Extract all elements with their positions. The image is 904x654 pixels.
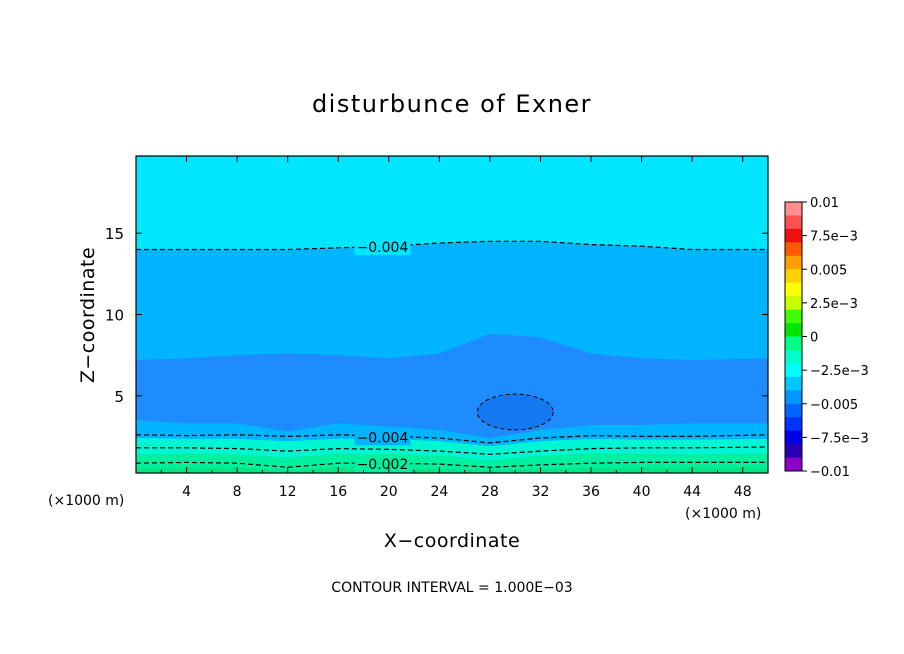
- contour-label-bg: [354, 237, 411, 256]
- chart-title: disturbunce of Exner: [312, 90, 592, 118]
- x-axis-ticks: 4 8 12 16 20 24 28 32 36 40 44 48: [160, 156, 752, 500]
- y-tick-label: 10: [105, 307, 124, 325]
- contour-line: [135, 434, 769, 444]
- fill-band-minus-0.001: [136, 467, 768, 473]
- colorbar-swatch: [785, 282, 802, 297]
- x-tick-label: 32: [532, 484, 550, 500]
- contour-label: −0.004: [357, 240, 409, 256]
- colorbar-label: 0.01: [810, 196, 839, 211]
- colorbar-swatch: [785, 215, 802, 230]
- contour-line: [136, 446, 769, 455]
- contour-label-bg: [354, 427, 411, 446]
- fill-band-minus-0.003: [136, 438, 768, 461]
- colorbar-label: 0: [810, 331, 818, 346]
- colorbar-swatch: [785, 296, 802, 311]
- colorbar-swatch: [785, 444, 802, 459]
- colorbar-label: 7.5e−3: [810, 230, 858, 245]
- contour-label-bg: [354, 454, 411, 473]
- x-tick-label: 40: [633, 484, 651, 500]
- colorbar-label: −0.005: [810, 398, 858, 413]
- colorbar-swatch: [785, 202, 802, 216]
- colorbar-label: −7.5e−3: [810, 431, 869, 446]
- colorbar-swatch: [785, 255, 802, 270]
- x-tick-label: 12: [279, 484, 297, 500]
- contour-interval-note: CONTOUR INTERVAL = 1.000E−03: [331, 580, 572, 596]
- colorbar-swatch: [785, 376, 802, 391]
- x-tick-label: 16: [329, 484, 347, 500]
- y-tick-label: 5: [114, 388, 124, 406]
- colorbar-label: −0.01: [810, 465, 850, 480]
- contour-line: [136, 240, 768, 251]
- contour-line: [135, 461, 768, 468]
- colorbar-swatch: [785, 228, 802, 243]
- fill-band-minus-0.002: [136, 453, 768, 470]
- colorbar-label: −2.5e−3: [810, 364, 869, 379]
- x-tick-label: 20: [380, 484, 398, 500]
- colorbar-swatch: [785, 336, 802, 351]
- contour-label: −0.004: [357, 430, 409, 446]
- colorbar-swatch: [785, 403, 802, 418]
- colorbar-label: 0.005: [810, 263, 847, 278]
- x-tick-label: 28: [481, 484, 499, 500]
- colorbar-swatch: [785, 242, 802, 257]
- x-tick-label: 48: [734, 484, 752, 500]
- x-tick-label: 8: [233, 484, 242, 500]
- x-unit-left: (×1000 m): [48, 493, 124, 509]
- y-axis-label: Z−coordinate: [77, 247, 99, 383]
- colorbar-swatch: [785, 309, 802, 324]
- colorbar: 0.01 7.5e−3 0.005 2.5e−3 0 −2.5e−3 −0.005 −7.5e…: [784, 196, 869, 480]
- fill-band-minus-0.005: [136, 334, 768, 438]
- contour-ellipse-minus-0.006: [476, 393, 554, 431]
- plot-area: −0.004 −0.004 −0.002: [135, 155, 769, 474]
- colorbar-swatch: [785, 323, 802, 337]
- x-tick-label: 44: [683, 484, 701, 500]
- x-tick-label: 4: [182, 484, 191, 500]
- colorbar-swatch: [785, 269, 802, 284]
- y-tick-label: 15: [105, 225, 124, 243]
- colorbar-swatch: [785, 390, 802, 405]
- colorbar-label: 2.5e−3: [810, 297, 858, 312]
- colorbar-swatch: [785, 457, 802, 472]
- x-tick-label: 36: [582, 484, 600, 500]
- colorbar-swatch: [785, 430, 802, 445]
- colorbar-swatch: [785, 363, 802, 378]
- x-unit-right: (×1000 m): [685, 506, 761, 522]
- colorbar-swatch: [785, 349, 802, 364]
- contour-label: −0.002: [357, 457, 409, 473]
- y-axis-ticks: 5 10 15: [105, 225, 768, 406]
- x-axis-label: X−coordinate: [384, 530, 520, 552]
- colorbar-swatch: [785, 417, 802, 432]
- x-tick-label: 24: [430, 484, 448, 500]
